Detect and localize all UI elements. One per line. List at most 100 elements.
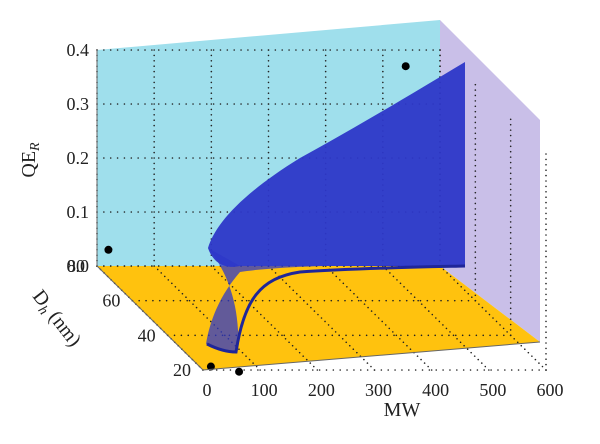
grid-dot <box>153 97 155 100</box>
grid-dot <box>334 331 337 333</box>
grid-dot <box>420 358 422 361</box>
grid-dot <box>453 299 456 302</box>
grid-dot <box>306 303 309 305</box>
grid-dot <box>413 334 416 337</box>
grid-dot <box>268 299 271 302</box>
grid-dot <box>477 358 480 361</box>
grid-dot <box>474 127 477 129</box>
grid-dot <box>435 369 438 371</box>
grid-dot <box>144 49 146 51</box>
grid-dot <box>474 164 477 167</box>
grid-dot <box>109 157 112 159</box>
grid-dot <box>370 310 373 312</box>
grid-dot <box>408 369 410 371</box>
grid-dot <box>178 211 181 213</box>
grid-dot <box>382 81 384 84</box>
grid-dot <box>363 103 366 105</box>
grid-dot <box>210 135 213 138</box>
grid-dot <box>441 334 443 337</box>
y-ticks: 20 40 60 80 <box>67 256 191 380</box>
grid-dot <box>445 327 448 330</box>
grid-dot <box>439 54 441 57</box>
grid-dot <box>442 369 444 371</box>
grid-dot <box>510 369 513 371</box>
grid-dot <box>324 87 327 89</box>
grid-dot <box>171 49 174 51</box>
grid-dot <box>238 292 241 295</box>
grid-dot <box>358 334 361 337</box>
grid-dot <box>324 97 327 100</box>
z-tick-label: 0.3 <box>67 94 90 114</box>
grid-dot <box>545 320 547 323</box>
grid-dot <box>474 148 477 151</box>
grid-dot <box>331 334 334 337</box>
grid-dot <box>421 369 424 371</box>
grid-dot <box>324 92 327 94</box>
grid-dot <box>490 369 492 371</box>
grid-dot <box>442 324 444 326</box>
grid-dot <box>210 157 213 159</box>
grid-dot <box>474 89 477 91</box>
grid-dot <box>267 168 270 170</box>
grid-dot <box>541 365 544 368</box>
grid-dot <box>545 261 547 263</box>
x-tick-label: 0 <box>203 380 212 400</box>
grid-dot <box>461 334 464 337</box>
grid-dot <box>439 65 441 67</box>
grid-dot <box>316 299 319 302</box>
grid-dot <box>109 103 112 105</box>
grid-dot <box>357 299 360 302</box>
grid-dot <box>164 49 167 51</box>
grid-dot <box>311 369 314 371</box>
grid-dot <box>440 299 442 302</box>
grid-dot <box>276 334 279 337</box>
grid-dot <box>257 369 259 371</box>
grid-dot <box>402 341 405 344</box>
grid-dot <box>210 151 213 154</box>
grid-dot <box>322 103 325 105</box>
grid-dot <box>231 286 234 288</box>
grid-dot <box>352 334 354 337</box>
grid-dot <box>396 279 398 281</box>
grid-dot <box>253 49 256 51</box>
grid-dot <box>210 189 213 192</box>
grid-dot <box>545 245 547 247</box>
grid-dot <box>506 331 508 333</box>
grid-dot <box>509 118 512 121</box>
grid-dot <box>320 317 323 319</box>
grid-dot <box>263 317 266 319</box>
grid-dot <box>545 196 547 198</box>
grid-dot <box>509 145 512 148</box>
grid-dot <box>545 239 547 242</box>
grid-dot <box>283 334 286 337</box>
grid-dot <box>247 157 249 159</box>
grid-dot <box>384 324 387 326</box>
grid-dot <box>416 355 419 357</box>
grid-dot <box>255 299 257 302</box>
grid-dot <box>295 157 297 159</box>
grid-dot <box>137 211 139 213</box>
grid-dot <box>545 169 547 171</box>
grid-dot <box>210 232 213 235</box>
grid-dot <box>474 100 477 102</box>
grid-dot <box>233 49 235 51</box>
grid-dot <box>153 92 155 94</box>
grid-dot <box>484 365 487 368</box>
grid-dot <box>210 114 213 116</box>
grid-dot <box>474 110 477 113</box>
grid-dot <box>171 157 174 159</box>
grid-dot <box>474 256 477 259</box>
grid-dot <box>345 341 348 344</box>
grid-dot <box>241 299 243 302</box>
grid-dot <box>178 289 180 292</box>
grid-dot <box>153 141 155 143</box>
surface-area <box>208 62 465 267</box>
grid-dot <box>509 323 512 326</box>
grid-dot <box>210 173 213 175</box>
grid-dot <box>346 369 348 371</box>
surface-curve <box>206 264 466 354</box>
grid-dot <box>331 272 334 274</box>
grid-dot <box>284 338 287 340</box>
grid-dot <box>531 369 534 371</box>
grid-dot <box>509 329 512 331</box>
